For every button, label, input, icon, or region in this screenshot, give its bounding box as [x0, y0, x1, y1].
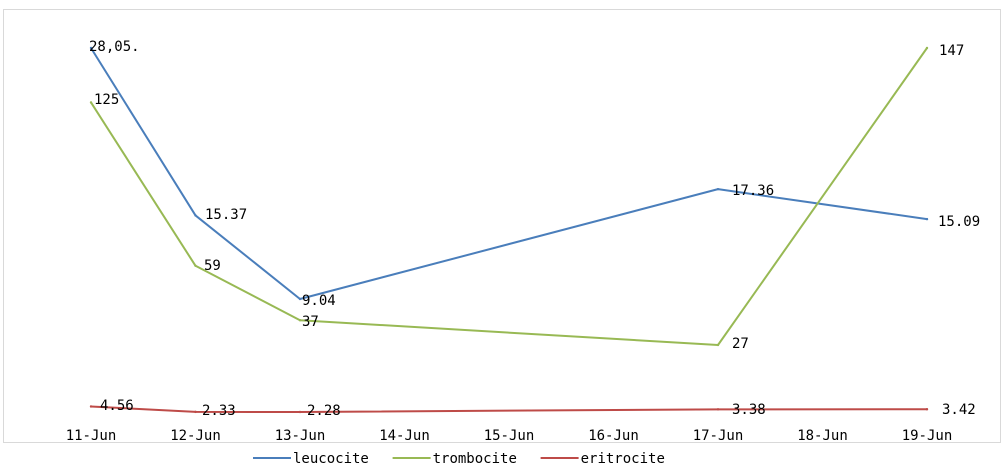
- x-tick-label-11-jun: 11-Jun: [66, 428, 117, 444]
- data-point-trombocite-17-jun: [716, 343, 720, 347]
- data-point-leucocite-12-jun: [194, 214, 197, 217]
- data-point-eritrocite-19-jun: [925, 408, 929, 411]
- data-point-leucocite-11-jun: [89, 46, 93, 50]
- legend-item-eritrocite: eritrocite: [540, 451, 665, 467]
- data-point-eritrocite-13-jun: [298, 410, 302, 414]
- data-label-trombocite-12-jun: 59: [204, 258, 221, 274]
- data-label-trombocite-11-jun: 125: [94, 92, 119, 108]
- data-label-leucocite-13-jun: 9.04: [302, 293, 336, 309]
- x-tick-label-12-jun: 12-Jun: [170, 428, 221, 444]
- data-label-eritrocite-13-jun: 2.28: [307, 403, 341, 419]
- data-label-trombocite-17-jun: 27: [732, 336, 749, 352]
- series-layer: [89, 46, 929, 414]
- x-tick-label-18-jun: 18-Jun: [797, 428, 848, 444]
- data-label-eritrocite-11-jun: 4.56: [100, 398, 134, 414]
- data-point-trombocite-12-jun: [194, 264, 197, 267]
- x-axis-layer: 11-Jun 12-Jun 13-Jun 14-Jun 15-Jun 16-Jun 17-J…: [66, 428, 953, 444]
- data-point-trombocite-19-jun: [925, 46, 929, 50]
- data-point-eritrocite-12-jun: [194, 410, 197, 414]
- data-point-trombocite-13-jun: [298, 319, 302, 322]
- data-label-leucocite-11-jun: 28,05.: [89, 39, 140, 55]
- legend-label-trombocite: trombocite: [433, 451, 517, 467]
- legend-label-eritrocite: eritrocite: [581, 451, 665, 467]
- x-tick-label-13-jun: 13-Jun: [275, 428, 326, 444]
- legend: leucocite trombocite eritrocite: [253, 451, 665, 467]
- data-label-leucocite-12-jun: 15.37: [205, 207, 247, 223]
- data-point-eritrocite-11-jun: [89, 405, 93, 408]
- x-tick-label-17-jun: 17-Jun: [693, 428, 744, 444]
- data-label-eritrocite-17-jun: 3.38: [732, 402, 766, 418]
- legend-item-trombocite: trombocite: [392, 451, 517, 467]
- data-point-eritrocite-17-jun: [716, 408, 720, 411]
- x-tick-label-16-jun: 16-Jun: [588, 428, 639, 444]
- data-point-leucocite-13-jun: [298, 297, 302, 301]
- x-tick-label-19-jun: 19-Jun: [902, 428, 953, 444]
- data-label-trombocite-19-jun: 147: [939, 43, 964, 59]
- x-tick-label-15-jun: 15-Jun: [484, 428, 535, 444]
- chart-border: [3, 9, 1001, 443]
- data-point-leucocite-19-jun: [925, 217, 929, 221]
- data-point-leucocite-17-jun: [716, 187, 720, 191]
- data-point-trombocite-11-jun: [89, 101, 93, 104]
- data-label-leucocite-17-jun: 17.36: [732, 183, 774, 199]
- legend-item-leucocite: leucocite: [253, 451, 369, 467]
- legend-label-leucocite: leucocite: [293, 451, 369, 467]
- data-label-eritrocite-19-jun: 3.42: [942, 402, 976, 418]
- data-label-layer: 28,05. 15.37 9.04 17.36 15.09 125 59 37 27 147 4.5…: [89, 39, 980, 419]
- data-label-trombocite-13-jun: 37: [302, 314, 319, 330]
- x-tick-label-14-jun: 14-Jun: [379, 428, 430, 444]
- data-label-eritrocite-12-jun: 2.33: [202, 403, 236, 419]
- data-label-leucocite-19-jun: 15.09: [938, 214, 980, 230]
